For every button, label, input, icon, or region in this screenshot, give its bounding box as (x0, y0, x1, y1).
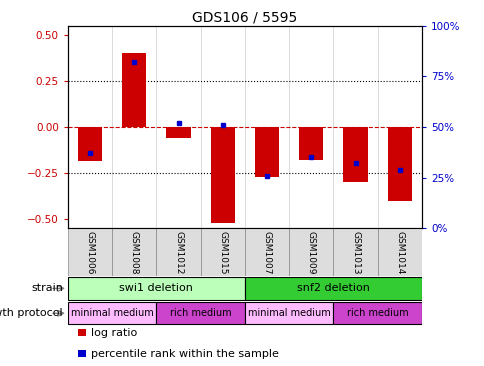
Bar (122, 53, 146, 127)
Text: minimal medium: minimal medium (71, 308, 153, 318)
Bar (68, 302, 156, 325)
Bar (210, 127, 234, 223)
Bar (166, 127, 190, 138)
Text: GSM1007: GSM1007 (262, 231, 271, 274)
Bar (68, 228, 112, 276)
Text: GSM1008: GSM1008 (130, 231, 138, 274)
Text: percentile rank within the sample: percentile rank within the sample (91, 349, 278, 359)
Text: GSM1006: GSM1006 (85, 231, 94, 274)
Text: GSM1014: GSM1014 (394, 231, 404, 274)
Text: minimal medium: minimal medium (247, 308, 330, 318)
Text: log ratio: log ratio (91, 328, 137, 338)
Bar (244, 302, 333, 325)
Title: GDS106 / 5595: GDS106 / 5595 (192, 11, 297, 25)
Bar (156, 302, 244, 325)
Text: snf2 deletion: snf2 deletion (296, 283, 369, 294)
Bar (377, 228, 421, 276)
Bar (255, 127, 279, 177)
Text: GSM1009: GSM1009 (306, 231, 315, 274)
Bar (200, 228, 244, 276)
Bar (387, 127, 411, 201)
Bar (333, 302, 421, 325)
Bar (68, 277, 244, 300)
Bar (244, 228, 288, 276)
Bar (333, 228, 377, 276)
Bar (244, 277, 421, 300)
Bar (156, 228, 200, 276)
Bar (78, 127, 102, 161)
Text: GSM1015: GSM1015 (218, 231, 227, 274)
Text: GSM1012: GSM1012 (174, 231, 182, 274)
Text: growth protocol: growth protocol (0, 308, 63, 318)
Text: swi1 deletion: swi1 deletion (119, 283, 193, 294)
Text: GSM1013: GSM1013 (350, 231, 359, 274)
Bar (343, 127, 367, 182)
Bar (112, 228, 156, 276)
Text: rich medium: rich medium (346, 308, 408, 318)
Text: strain: strain (31, 283, 63, 294)
Text: rich medium: rich medium (169, 308, 231, 318)
Bar (288, 228, 333, 276)
Bar (299, 127, 323, 160)
